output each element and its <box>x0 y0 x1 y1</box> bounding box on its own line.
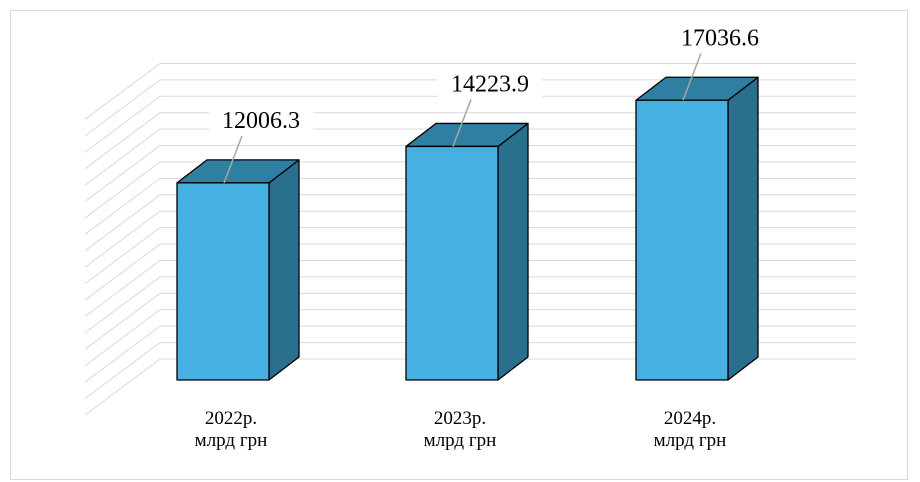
gridline-side <box>84 325 161 383</box>
gridline-side <box>84 112 161 170</box>
gridline-side <box>84 161 161 219</box>
category-unit: млрд грн <box>653 430 727 451</box>
category-year: 2024р. <box>663 408 717 429</box>
gridline-side <box>84 276 161 334</box>
category-year: 2023р. <box>433 408 487 429</box>
category-year: 2022р. <box>204 408 258 429</box>
bar <box>176 159 300 381</box>
gridline-side <box>84 145 161 202</box>
data-label: 14223.9 <box>451 71 529 97</box>
data-label-background <box>668 23 772 54</box>
gridline-side <box>84 309 161 367</box>
gridline-side <box>84 194 161 252</box>
bar-front-face <box>405 145 499 381</box>
category-label-2024: 2024р. млрд грн <box>620 408 760 452</box>
gridline-side <box>84 95 161 153</box>
gridline-side <box>84 342 161 399</box>
data-label-leader <box>223 135 243 184</box>
category-label-2023: 2023р. млрд грн <box>390 408 530 452</box>
bars <box>176 76 759 381</box>
data-label: 12006.3 <box>222 108 300 134</box>
bar-side-face <box>268 159 300 381</box>
data-label-leader <box>682 52 702 101</box>
category-label-2022: 2022р. млрд грн <box>161 408 301 452</box>
category-unit: млрд грн <box>423 430 497 451</box>
bar-front-face <box>635 99 729 381</box>
gridline-side <box>84 243 161 301</box>
bar-side-face <box>497 122 529 381</box>
gridline-side <box>84 292 161 350</box>
bar-side-face <box>727 76 759 381</box>
gridline-side <box>84 79 161 137</box>
gridline-side <box>84 227 161 285</box>
data-label-background <box>209 105 313 136</box>
data-label-leader <box>452 99 472 147</box>
gridline-side <box>84 260 161 317</box>
gridline-side <box>84 63 161 120</box>
bar-front-face <box>176 182 270 381</box>
gridline-side <box>84 358 161 416</box>
gridline-side <box>84 128 161 186</box>
data-label-background <box>438 69 542 100</box>
gridline-side <box>84 177 161 235</box>
category-unit: млрд грн <box>194 430 268 451</box>
gridline-side <box>84 210 161 268</box>
data-labels: 12006.3 14223.9 17036.6 <box>209 23 772 184</box>
data-label: 17036.6 <box>681 25 759 51</box>
bar <box>405 122 529 381</box>
bar <box>635 76 759 381</box>
